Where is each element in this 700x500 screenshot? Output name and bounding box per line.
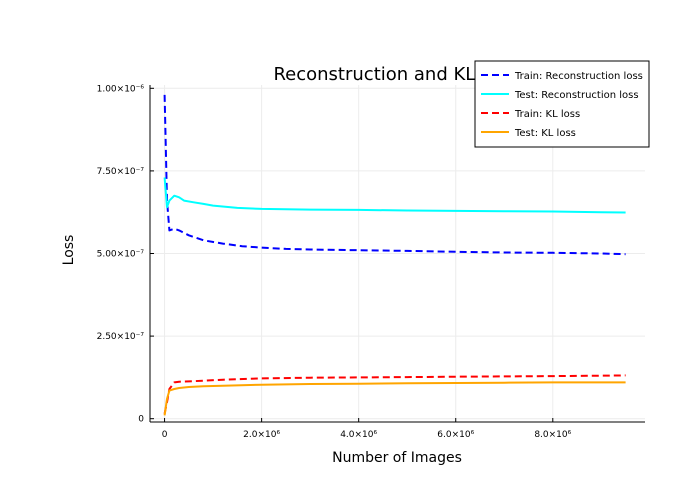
x-tick-label: 6.0×10⁶ — [437, 430, 474, 440]
y-tick-label: 7.50×10⁻⁷ — [97, 167, 145, 177]
legend-label: Train: Reconstruction loss — [514, 71, 643, 82]
x-tick-label: 8.0×10⁶ — [534, 430, 571, 440]
legend-label: Test: KL loss — [514, 128, 576, 139]
x-tick-label: 2.0×10⁶ — [243, 430, 280, 440]
y-axis-label: Loss — [61, 235, 77, 266]
chart-title: Reconstruction and KL Loss — [273, 64, 520, 85]
x-axis-label: Number of Images — [332, 450, 462, 466]
tick-layer: 0 2.0×10⁶ 4.0×10⁶ 6.0×10⁶ 8.0×10⁶ 0 2.50×10⁻⁷ 5… — [97, 84, 572, 440]
legend-label: Train: KL loss — [514, 109, 580, 120]
series-line-4 — [163, 381, 626, 416]
x-tick-label: 0 — [162, 430, 168, 440]
series-line-3 — [163, 374, 626, 414]
x-tick-label: 4.0×10⁶ — [340, 430, 377, 440]
y-tick-label: 1.00×10⁻⁶ — [97, 84, 145, 94]
y-tick-label: 2.50×10⁻⁷ — [97, 332, 145, 342]
series-line-1 — [163, 94, 626, 256]
axes-layer — [149, 85, 645, 423]
series-layer — [163, 94, 626, 416]
legend-label: Test: Reconstruction loss — [514, 90, 639, 101]
legend: Train: Reconstruction loss Test: Reconstr… — [474, 60, 650, 148]
series-line-2 — [163, 177, 626, 214]
y-tick-label: 5.00×10⁻⁷ — [97, 250, 145, 260]
y-tick-label: 0 — [138, 415, 144, 425]
